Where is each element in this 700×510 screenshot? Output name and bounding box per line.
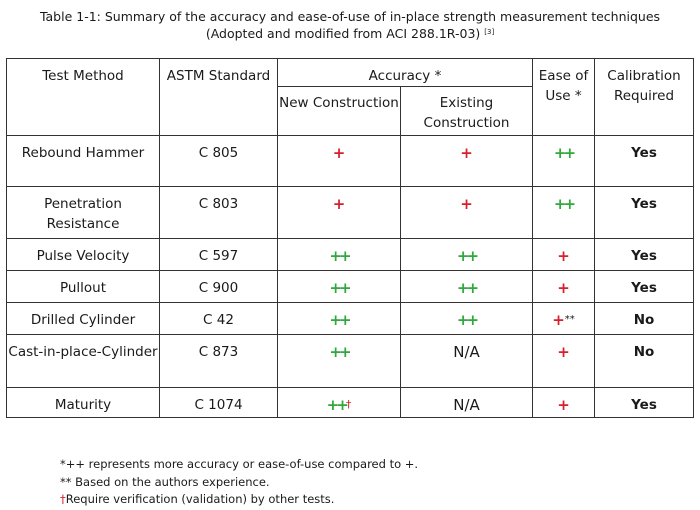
- cell-existing: N/A: [400, 334, 533, 388]
- rating-mark: +: [557, 396, 570, 414]
- cell-new: ++: [277, 270, 401, 303]
- header-calibration: Calibration Required: [594, 58, 694, 136]
- cell-ease: +: [532, 387, 595, 418]
- cell-astm: C 597: [159, 238, 278, 271]
- table-row: Rebound Hammer C 805 + + ++ Yes: [6, 135, 694, 187]
- cell-new: ++: [277, 334, 401, 388]
- cell-astm: C 1074: [159, 387, 278, 418]
- rating-mark: +: [557, 247, 570, 265]
- rating-mark: ++: [456, 279, 479, 297]
- dagger-mark: †: [345, 398, 352, 411]
- footnote-3: †Require verification (validation) by ot…: [60, 491, 418, 509]
- rating-mark: ++: [329, 279, 351, 297]
- cell-astm: C 805: [159, 135, 278, 187]
- caption-line-1: Table 1-1: Summary of the accuracy and e…: [39, 9, 661, 24]
- cell-existing: +: [400, 186, 533, 239]
- footnote-1: *++ represents more accuracy or ease-of-…: [60, 457, 419, 471]
- cell-ease: +: [532, 270, 595, 303]
- header-astm: ASTM Standard: [159, 58, 278, 136]
- cell-calibration: Yes: [594, 186, 694, 239]
- rating-mark: +: [460, 195, 473, 213]
- table-caption: Table 1-1: Summary of the accuracy and e…: [0, 8, 700, 42]
- footnote-mark: **: [564, 314, 575, 325]
- cell-method: Drilled Cylinder: [6, 302, 160, 335]
- cell-ease: ++: [532, 186, 595, 239]
- rating-mark: +: [460, 144, 473, 162]
- cell-ease: ++: [532, 135, 595, 187]
- footnotes: *++ represents more accuracy or ease-of-…: [60, 456, 418, 509]
- footnote-2: ** Based on the authors experience.: [60, 474, 270, 489]
- rating-mark: ++: [553, 144, 576, 162]
- rating-mark: +: [332, 195, 346, 213]
- rating-mark: ++: [329, 311, 351, 329]
- header-test-method: Test Method: [6, 58, 160, 136]
- rating-mark: ++: [329, 247, 351, 265]
- cell-existing: +: [400, 135, 533, 187]
- table-row: Drilled Cylinder C 42 ++ ++ +** No: [6, 302, 694, 335]
- rating-mark: ++: [456, 247, 479, 265]
- cell-calibration: No: [594, 334, 694, 388]
- rating-mark: +: [557, 279, 570, 297]
- cell-method: Cast-in-place-Cylinder: [6, 334, 160, 388]
- caption-reference: [3]: [484, 28, 495, 36]
- table-row: Pullout C 900 ++ ++ + Yes: [6, 270, 694, 303]
- cell-ease: +: [532, 238, 595, 271]
- footnote-3-text: Require verification (validation) by oth…: [65, 492, 335, 506]
- cell-method: Pullout: [6, 270, 160, 303]
- cell-method: Penetration Resistance: [6, 186, 160, 239]
- cell-new: ++: [277, 238, 401, 271]
- cell-astm: C 803: [159, 186, 278, 239]
- summary-table: Test Method ASTM Standard Accuracy * Eas…: [6, 58, 694, 418]
- cell-existing: ++: [400, 270, 533, 303]
- table-row: Penetration Resistance C 803 + + ++ Yes: [6, 186, 694, 239]
- cell-new: +: [277, 186, 401, 239]
- cell-existing: ++: [400, 238, 533, 271]
- cell-ease: +**: [532, 302, 595, 335]
- cell-calibration: Yes: [594, 270, 694, 303]
- caption-source: (Adopted and modified from ACI 288.1R-03…: [205, 26, 481, 41]
- cell-method: Pulse Velocity: [6, 238, 160, 271]
- cell-existing: ++: [400, 302, 533, 335]
- cell-existing: N/A: [400, 387, 533, 418]
- cell-method: Rebound Hammer: [6, 135, 160, 187]
- cell-calibration: Yes: [594, 135, 694, 187]
- cell-calibration: Yes: [594, 238, 694, 271]
- cell-new: ++†: [277, 387, 401, 418]
- rating-mark: +: [557, 343, 570, 361]
- cell-astm: C 873: [159, 334, 278, 388]
- header-ease-of-use: Ease of Use *: [532, 58, 595, 136]
- table-row: Cast-in-place-Cylinder C 873 ++ N/A + No: [6, 334, 694, 388]
- caption-line-2: (Adopted and modified from ACI 288.1R-03…: [0, 25, 700, 42]
- cell-method: Maturity: [6, 387, 160, 418]
- cell-ease: +: [532, 334, 595, 388]
- cell-new: ++: [277, 302, 401, 335]
- header-accuracy: Accuracy *: [277, 58, 533, 87]
- dagger-mark: †: [60, 492, 66, 506]
- cell-astm: C 42: [159, 302, 278, 335]
- cell-calibration: No: [594, 302, 694, 335]
- rating-mark: ++: [456, 311, 479, 329]
- rating-mark: ++: [326, 396, 349, 414]
- rating-mark: +: [332, 144, 346, 162]
- header-row: Test Method ASTM Standard Accuracy * Eas…: [6, 58, 694, 136]
- table-row: Pulse Velocity C 597 ++ ++ + Yes: [6, 238, 694, 271]
- cell-calibration: Yes: [594, 387, 694, 418]
- table-row: Maturity C 1074 ++† N/A + Yes: [6, 387, 694, 418]
- cell-new: +: [277, 135, 401, 187]
- rating-mark: ++: [329, 343, 351, 361]
- rating-mark: ++: [553, 195, 576, 213]
- rating-mark: +: [552, 311, 565, 329]
- subheader-row: New Construction Existing Construction: [7, 86, 694, 136]
- cell-astm: C 900: [159, 270, 278, 303]
- header-existing-construction: Existing Construction: [400, 86, 533, 136]
- header-new-construction: New Construction: [277, 86, 401, 136]
